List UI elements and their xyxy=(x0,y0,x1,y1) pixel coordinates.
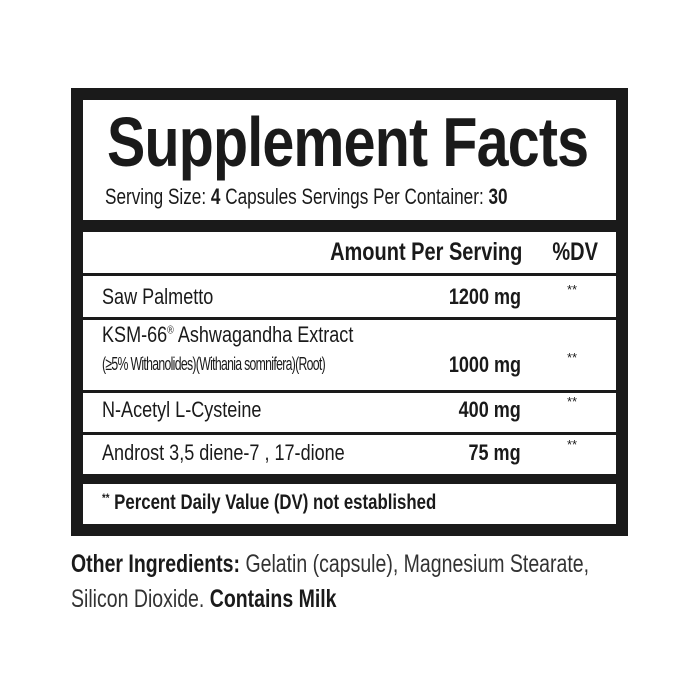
serving-size-value: 4 xyxy=(210,184,221,209)
ingredient-name: Androst 3,5 diene-7 , 17-dione xyxy=(102,440,345,465)
divider xyxy=(83,317,616,320)
other-ingredients: Other Ingredients: Gelatin (capsule), Ma… xyxy=(71,550,589,579)
serving-size-unit: Capsules xyxy=(225,184,297,209)
title-section: Supplement Facts Serving Size: 4 Capsule… xyxy=(83,100,616,220)
other-ingredients-label: Other Ingredients: xyxy=(71,550,241,578)
footnote-text: Percent Daily Value (DV) not established xyxy=(114,491,437,514)
ingredient-amount: 400 mg xyxy=(458,397,521,422)
other-ingredients-list-cont: Silicon Dioxide. xyxy=(71,585,205,613)
ingredient-name-rest: Ashwagandha Extract xyxy=(177,322,354,347)
dv-header: %DV xyxy=(552,238,598,266)
footnote: ** Percent Daily Value (DV) not establis… xyxy=(102,491,436,515)
ingredient-name-brand: KSM-66 xyxy=(102,322,168,347)
serving-size-label: Serving Size: xyxy=(105,184,207,209)
ingredient-dv: ** xyxy=(567,350,578,365)
footnote-section: ** Percent Daily Value (DV) not establis… xyxy=(83,484,616,524)
other-ingredients-list: Gelatin (capsule), Magnesium Stearate, xyxy=(245,550,590,578)
ingredient-subtext: (≥5% Withanolides)(Withania somnifera)(R… xyxy=(102,354,326,374)
ingredient-dv: ** xyxy=(567,394,578,409)
divider xyxy=(83,432,616,435)
ingredient-name: KSM-66® Ashwagandha Extract xyxy=(102,322,353,348)
ingredient-name: Saw Palmetto xyxy=(102,284,214,309)
footnote-stars: ** xyxy=(102,491,110,505)
registered-mark: ® xyxy=(167,324,174,337)
servings-per-container-label: Servings Per Container: xyxy=(301,184,484,209)
ingredient-dv: ** xyxy=(567,437,578,452)
ingredient-name: N-Acetyl L-Cysteine xyxy=(102,397,262,422)
amount-header: Amount Per Serving xyxy=(329,238,522,266)
ingredient-dv: ** xyxy=(567,282,578,297)
servings-per-container-value: 30 xyxy=(488,184,508,209)
other-ingredients-line2: Silicon Dioxide. Contains Milk xyxy=(71,585,337,614)
ingredient-amount: 1200 mg xyxy=(448,284,521,309)
ingredient-amount: 1000 mg xyxy=(448,352,521,377)
divider xyxy=(83,390,616,393)
ingredients-table: Amount Per Serving %DV Saw Palmetto 1200… xyxy=(83,232,616,474)
page-title: Supplement Facts xyxy=(107,103,589,181)
serving-info: Serving Size: 4 Capsules Servings Per Co… xyxy=(105,184,508,210)
divider xyxy=(83,273,616,276)
ingredient-amount: 75 mg xyxy=(468,440,521,465)
allergen-warning: Contains Milk xyxy=(209,585,337,613)
supplement-facts-panel: Supplement Facts Serving Size: 4 Capsule… xyxy=(71,88,628,536)
